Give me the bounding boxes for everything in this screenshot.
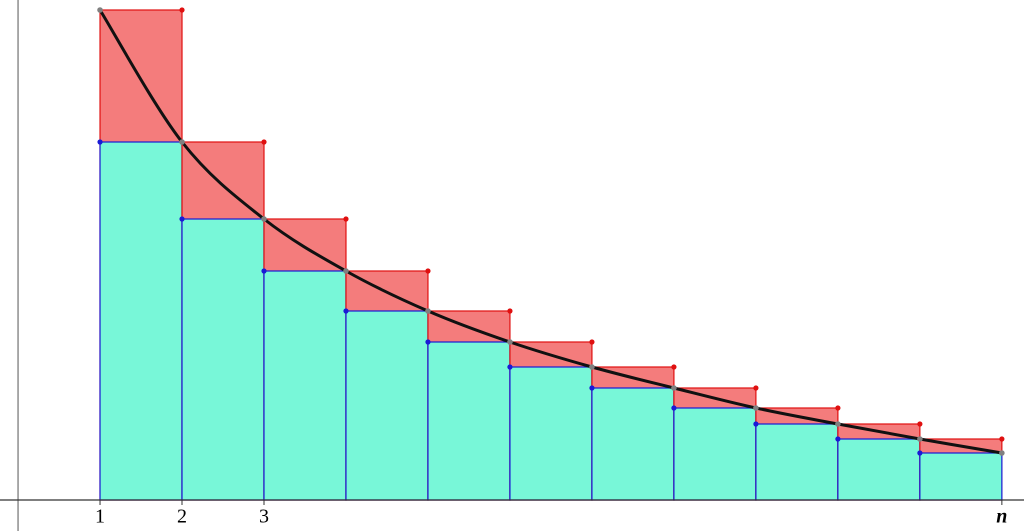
- upper-dot: [425, 268, 431, 274]
- curve-point: [97, 7, 103, 13]
- upper-dot: [261, 139, 267, 145]
- lower-rect: [99, 141, 183, 501]
- lower-rect: [591, 387, 675, 501]
- upper-dot: [999, 436, 1005, 442]
- lower-dot: [261, 268, 267, 274]
- upper-dot: [507, 308, 513, 314]
- lower-rect: [755, 423, 839, 501]
- upper-dot: [917, 421, 923, 427]
- x-tick-label: n: [996, 506, 1007, 528]
- x-tick-label: 2: [177, 506, 187, 528]
- lower-rect: [509, 366, 593, 501]
- upper-dot: [343, 216, 349, 222]
- curve-point: [425, 308, 431, 314]
- upper-dot: [179, 7, 185, 13]
- lower-dot: [753, 421, 759, 427]
- upper-dot: [671, 364, 677, 370]
- lower-dot: [671, 405, 677, 411]
- x-tick-label: 3: [259, 506, 269, 528]
- curve-point: [917, 436, 923, 442]
- upper-dot: [589, 339, 595, 345]
- curve: [98, 9, 1003, 455]
- curve-point: [589, 364, 595, 370]
- upper-dot: [835, 405, 841, 411]
- lower-rect: [837, 438, 921, 501]
- curve-point: [261, 216, 267, 222]
- lower-rect: [345, 310, 429, 501]
- curve-point: [507, 339, 513, 345]
- lower-rect: [181, 218, 265, 501]
- lower-rect: [263, 270, 347, 501]
- curve-point: [179, 139, 185, 145]
- upper-dot: [753, 385, 759, 391]
- curve-point: [343, 268, 349, 274]
- lower-dot: [507, 364, 513, 370]
- lower-dot: [917, 450, 923, 456]
- lower-dot: [835, 436, 841, 442]
- curve-point: [999, 450, 1005, 456]
- curve-point: [671, 385, 677, 391]
- lower-dot: [343, 308, 349, 314]
- lower-dot: [179, 216, 185, 222]
- lower-dot: [97, 139, 103, 145]
- curve-point: [753, 405, 759, 411]
- lower-rect: [427, 341, 511, 501]
- lower-dot: [425, 339, 431, 345]
- lower-rect: [673, 407, 757, 501]
- lower-dot: [589, 385, 595, 391]
- curve-point: [835, 421, 841, 427]
- lower-rect: [919, 452, 1003, 501]
- x-tick-label: 1: [95, 506, 105, 528]
